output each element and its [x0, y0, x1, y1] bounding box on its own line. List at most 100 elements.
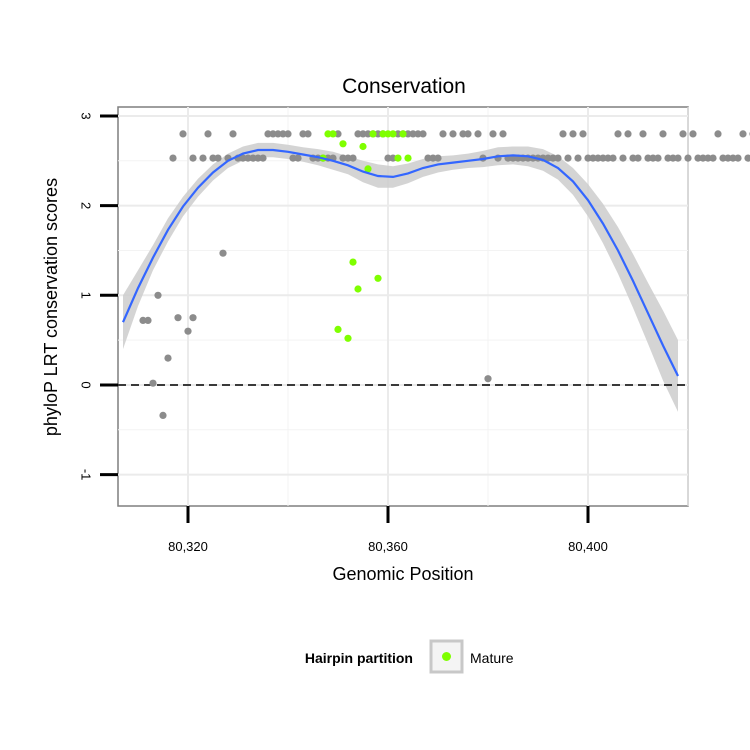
- data-point: [364, 130, 372, 138]
- y-tick-label: 3: [79, 112, 94, 119]
- data-point: [414, 130, 422, 138]
- data-point: [709, 154, 717, 162]
- data-point: [284, 130, 292, 138]
- data-point: [249, 154, 257, 162]
- data-point: [219, 249, 227, 257]
- data-point: [334, 130, 342, 138]
- data-point: [559, 130, 567, 138]
- data-point: [189, 154, 197, 162]
- y-tick-label: 1: [79, 292, 94, 299]
- data-point: [594, 154, 602, 162]
- data-point: [434, 154, 442, 162]
- data-point: [239, 154, 247, 162]
- data-point-mature: [354, 285, 362, 293]
- data-point: [729, 154, 737, 162]
- data-point: [209, 154, 217, 162]
- legend-key-mature: [442, 652, 451, 661]
- data-points: [139, 130, 750, 419]
- data-point: [499, 130, 507, 138]
- data-point: [279, 130, 287, 138]
- data-point: [664, 154, 672, 162]
- data-point: [184, 327, 192, 335]
- data-point: [554, 154, 562, 162]
- data-point: [684, 154, 692, 162]
- data-point: [449, 130, 457, 138]
- data-point: [299, 130, 307, 138]
- data-point-mature: [389, 130, 397, 138]
- data-point: [669, 154, 677, 162]
- data-point: [639, 130, 647, 138]
- data-point: [254, 154, 262, 162]
- data-point: [354, 130, 362, 138]
- data-point: [199, 154, 207, 162]
- data-point: [599, 154, 607, 162]
- data-point-mature: [329, 130, 337, 138]
- data-point: [699, 154, 707, 162]
- data-point: [654, 154, 662, 162]
- data-point: [214, 154, 222, 162]
- data-point: [359, 130, 367, 138]
- data-point: [164, 354, 172, 362]
- data-point: [439, 130, 447, 138]
- chart-title: Conservation: [342, 75, 466, 98]
- legend-label-mature: Mature: [470, 650, 514, 666]
- data-point: [694, 154, 702, 162]
- data-point: [584, 154, 592, 162]
- data-point-mature: [379, 130, 387, 138]
- data-point: [204, 130, 212, 138]
- data-point: [229, 130, 237, 138]
- data-point: [244, 154, 252, 162]
- x-tick-label: 80,360: [368, 539, 408, 554]
- data-point: [624, 130, 632, 138]
- data-point: [579, 130, 587, 138]
- data-point: [739, 130, 747, 138]
- data-point: [344, 154, 352, 162]
- data-point: [634, 154, 642, 162]
- data-point: [409, 130, 417, 138]
- data-point-mature: [394, 154, 402, 162]
- smooth-line: [121, 148, 679, 377]
- data-point-mature: [369, 130, 377, 138]
- legend-title: Hairpin partition: [305, 650, 413, 666]
- data-point: [619, 154, 627, 162]
- data-point: [674, 154, 682, 162]
- data-point-mature: [349, 258, 357, 266]
- data-point: [384, 154, 392, 162]
- data-point-mature: [324, 130, 332, 138]
- data-point: [609, 154, 617, 162]
- data-point: [144, 316, 152, 324]
- data-point: [544, 154, 552, 162]
- y-tick-label: 0: [79, 381, 94, 388]
- data-point: [549, 154, 557, 162]
- legend: Hairpin partition Mature: [305, 639, 514, 674]
- data-point: [474, 130, 482, 138]
- y-tick-label: 2: [79, 202, 94, 209]
- data-point: [484, 375, 492, 383]
- data-point-mature: [404, 154, 412, 162]
- data-point: [489, 130, 497, 138]
- data-point: [259, 154, 267, 162]
- data-point: [734, 154, 742, 162]
- data-point: [189, 314, 197, 322]
- data-point: [264, 130, 272, 138]
- data-point: [374, 130, 382, 138]
- x-tick-label: 80,400: [568, 539, 608, 554]
- data-point: [389, 154, 397, 162]
- data-point: [174, 314, 182, 322]
- data-point: [269, 130, 277, 138]
- data-point: [154, 291, 162, 299]
- data-point: [169, 154, 177, 162]
- y-axis-label: phyloP LRT conservation scores: [41, 178, 61, 436]
- data-point-mature: [344, 334, 352, 342]
- data-point: [179, 130, 187, 138]
- data-point: [294, 154, 302, 162]
- data-point-mature: [339, 140, 347, 148]
- data-point: [614, 130, 622, 138]
- data-point-mature: [384, 130, 392, 138]
- y-tick-label: -1: [79, 469, 94, 481]
- x-tick-label: 80,320: [168, 539, 208, 554]
- data-point: [564, 154, 572, 162]
- data-point: [629, 154, 637, 162]
- data-point: [419, 130, 427, 138]
- smooth-curve: [121, 148, 679, 377]
